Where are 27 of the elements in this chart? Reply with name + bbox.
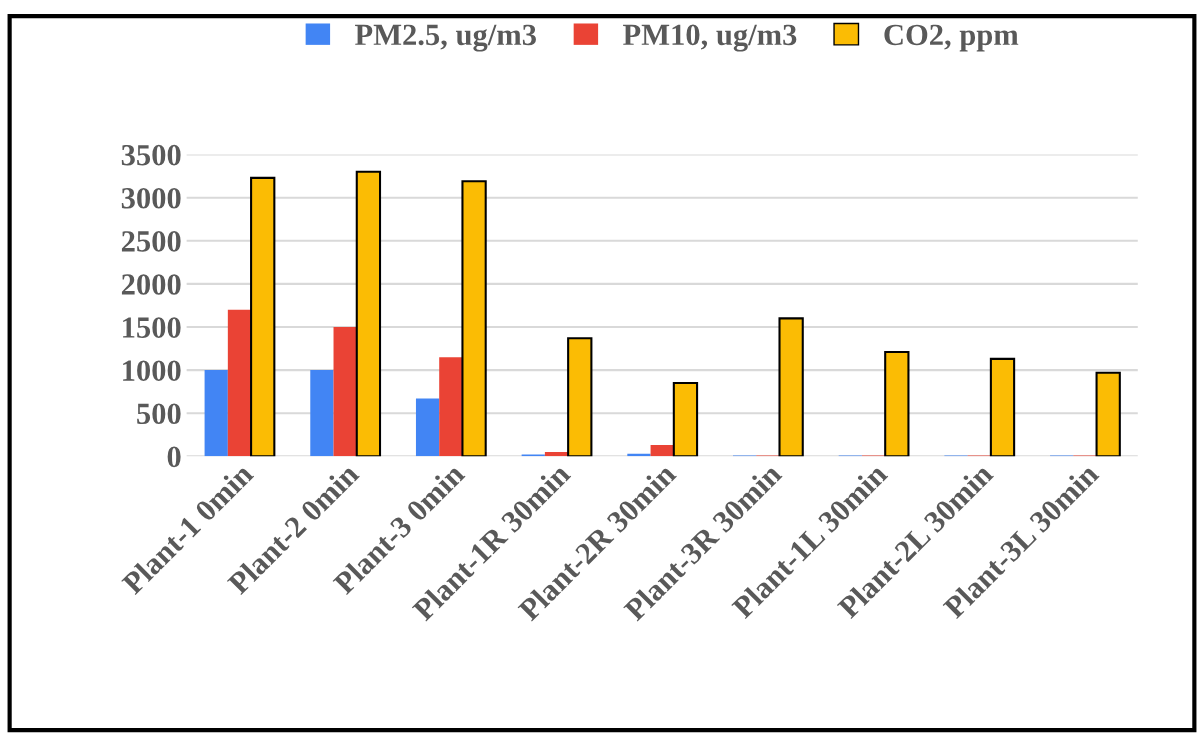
bar	[672, 382, 699, 457]
bar	[778, 317, 804, 457]
bar	[355, 170, 382, 457]
bar	[461, 180, 487, 457]
y-tick-label: 0	[167, 446, 181, 468]
bar	[650, 445, 674, 457]
bar	[989, 357, 1016, 457]
bar	[204, 370, 228, 457]
legend-label: PM2.5, ug/m3	[355, 24, 536, 52]
y-tick-label: 1000	[123, 360, 181, 381]
legend-label: PM10, ug/m3	[623, 24, 797, 52]
y-tick-label: 3500	[121, 144, 181, 166]
bar	[250, 176, 276, 457]
y-tick-label: 500	[137, 403, 181, 425]
bar	[415, 398, 440, 457]
y-tick-label: 3000	[121, 187, 181, 209]
legend-label: CO2, ppm	[884, 24, 1019, 52]
bar	[227, 309, 252, 457]
bar	[439, 357, 463, 457]
bar	[567, 337, 593, 457]
bar	[333, 326, 357, 457]
y-tick-label: 1500	[123, 317, 181, 338]
bar	[1095, 371, 1121, 457]
y-tick-label: 2000	[121, 274, 181, 295]
bar	[310, 370, 334, 457]
bar	[884, 350, 910, 457]
y-tick-label: 2500	[121, 231, 181, 252]
